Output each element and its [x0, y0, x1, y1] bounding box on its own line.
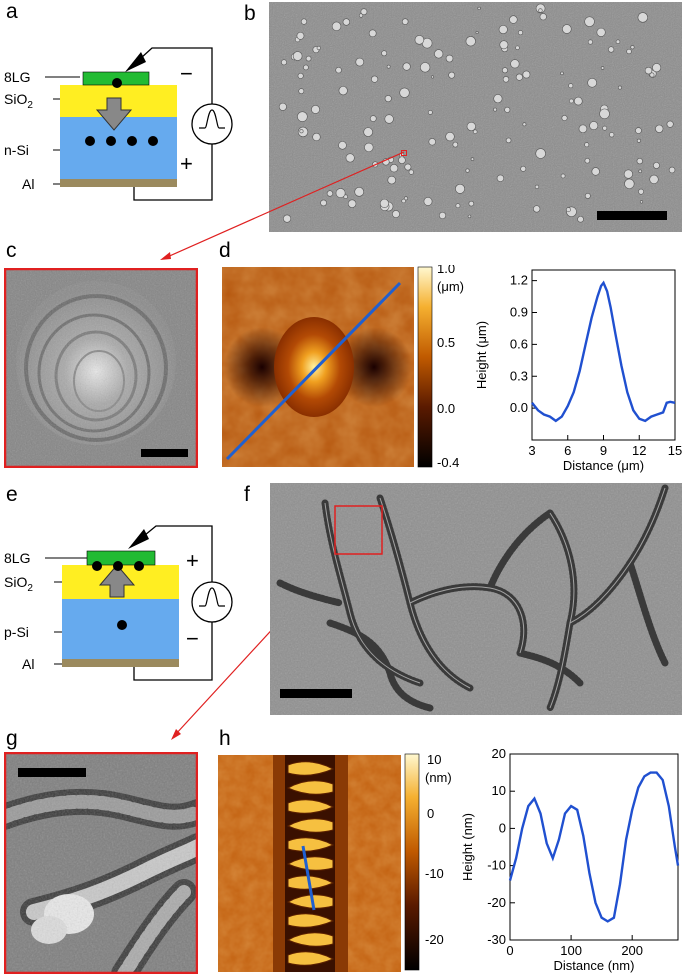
layer-label-sio2: SiO2 [4, 91, 33, 111]
y-axis-label: Height (nm) [462, 813, 475, 881]
y-tick-label: -20 [487, 895, 506, 910]
y-tick-label: 0 [499, 820, 506, 835]
device-schematic-e: 8LG SiO2 p-Si Al + − [4, 525, 233, 681]
y-tick-label: 20 [492, 748, 506, 761]
x-tick-label: 9 [600, 443, 607, 458]
colorbar-h-tick-m20: -20 [425, 932, 444, 947]
x-tick-label: 200 [621, 943, 643, 958]
colorbar-d: 1.0 (μm) 0.5 0.0 -0.4 [417, 265, 464, 470]
sem-image-f [270, 483, 682, 715]
colorbar-d-tick-zero: 0.0 [437, 401, 455, 416]
profile-series-line [508, 771, 680, 923]
colorbar-h-unit: (nm) [425, 770, 452, 785]
x-tick-label: 6 [564, 443, 571, 458]
panel-label-f: f [244, 483, 250, 506]
profile-chart-h: 0 100 200 -30 -20 -10 0 10 20 Distance (nm) Height… [462, 748, 680, 973]
colorbar-d-tick-min: -0.4 [437, 455, 459, 470]
y-tick-label: 0.3 [510, 368, 528, 383]
sign-top-e: + [186, 548, 199, 573]
panel-label-d: d [219, 239, 231, 262]
colorbar-d-tick-mid: 0.5 [437, 335, 455, 350]
scale-bar-b [597, 211, 667, 220]
colorbar-h-tick-m10: -10 [425, 866, 444, 881]
x-tick-label: 100 [560, 943, 582, 958]
panel-label-b: b [244, 2, 256, 25]
sem-image-g [4, 752, 198, 974]
scale-bar-g [18, 768, 86, 777]
x-axis-label: Distance (nm) [554, 958, 635, 973]
colorbar-d-tick-max: 1.0 [437, 265, 455, 276]
y-tick-label: 1.2 [510, 273, 528, 288]
y-tick-label: 0.6 [510, 336, 528, 351]
layer-label-al: Al [22, 176, 34, 192]
y-tick-label: 10 [492, 783, 506, 798]
y-axis-label: Height (μm) [474, 321, 489, 389]
colorbar-h-tick-0: 0 [427, 806, 434, 821]
layer-label-8lg-e: 8LG [4, 550, 30, 566]
sem-image-c [4, 268, 198, 468]
region-marker-b [401, 150, 407, 156]
region-marker-f [334, 505, 383, 555]
sem-image-b [269, 2, 682, 232]
scale-bar-f [280, 689, 352, 698]
panel-label-h: h [219, 727, 231, 750]
afm-image-d [222, 267, 414, 467]
panel-label-a: a [6, 0, 18, 23]
layer-label-psi: p-Si [4, 624, 29, 640]
y-tick-label: 0.9 [510, 305, 528, 320]
x-tick-label: 12 [632, 443, 646, 458]
x-tick-label: 15 [668, 443, 682, 458]
panel-label-e: e [6, 483, 18, 506]
colorbar-h: 10 (nm) 0 -10 -20 [404, 752, 452, 971]
plot-frame [509, 753, 679, 941]
sign-top: − [180, 61, 193, 86]
layer-label-sio2-e: SiO2 [4, 574, 33, 594]
y-tick-label: 0.0 [510, 400, 528, 415]
x-tick-label: 0 [506, 943, 513, 958]
layer-label-8lg: 8LG [4, 69, 30, 85]
panel-label-g: g [6, 727, 18, 750]
colorbar-d-unit: (μm) [437, 279, 464, 294]
x-axis-label: Distance (μm) [563, 458, 644, 473]
device-schematic-a: 8LG SiO2 n-Si Al − + [4, 47, 233, 201]
x-tick-label: 3 [528, 443, 535, 458]
profile-series-line [531, 280, 676, 423]
layer-label-al-e: Al [22, 656, 34, 672]
sign-bottom-e: − [186, 626, 199, 651]
layer-label-nsi: n-Si [4, 142, 29, 158]
scale-bar-c [141, 449, 188, 457]
y-tick-label: -10 [487, 858, 506, 873]
y-tick-label: -30 [487, 932, 506, 947]
panel-label-c: c [6, 239, 17, 262]
afm-image-h [218, 755, 401, 972]
profile-chart-d: 3 6 9 12 15 0.0 0.3 0.6 0.9 1.2 Distance (μm) Heigh… [474, 269, 682, 473]
sign-bottom: + [180, 151, 193, 176]
colorbar-h-tick-10: 10 [427, 752, 441, 767]
